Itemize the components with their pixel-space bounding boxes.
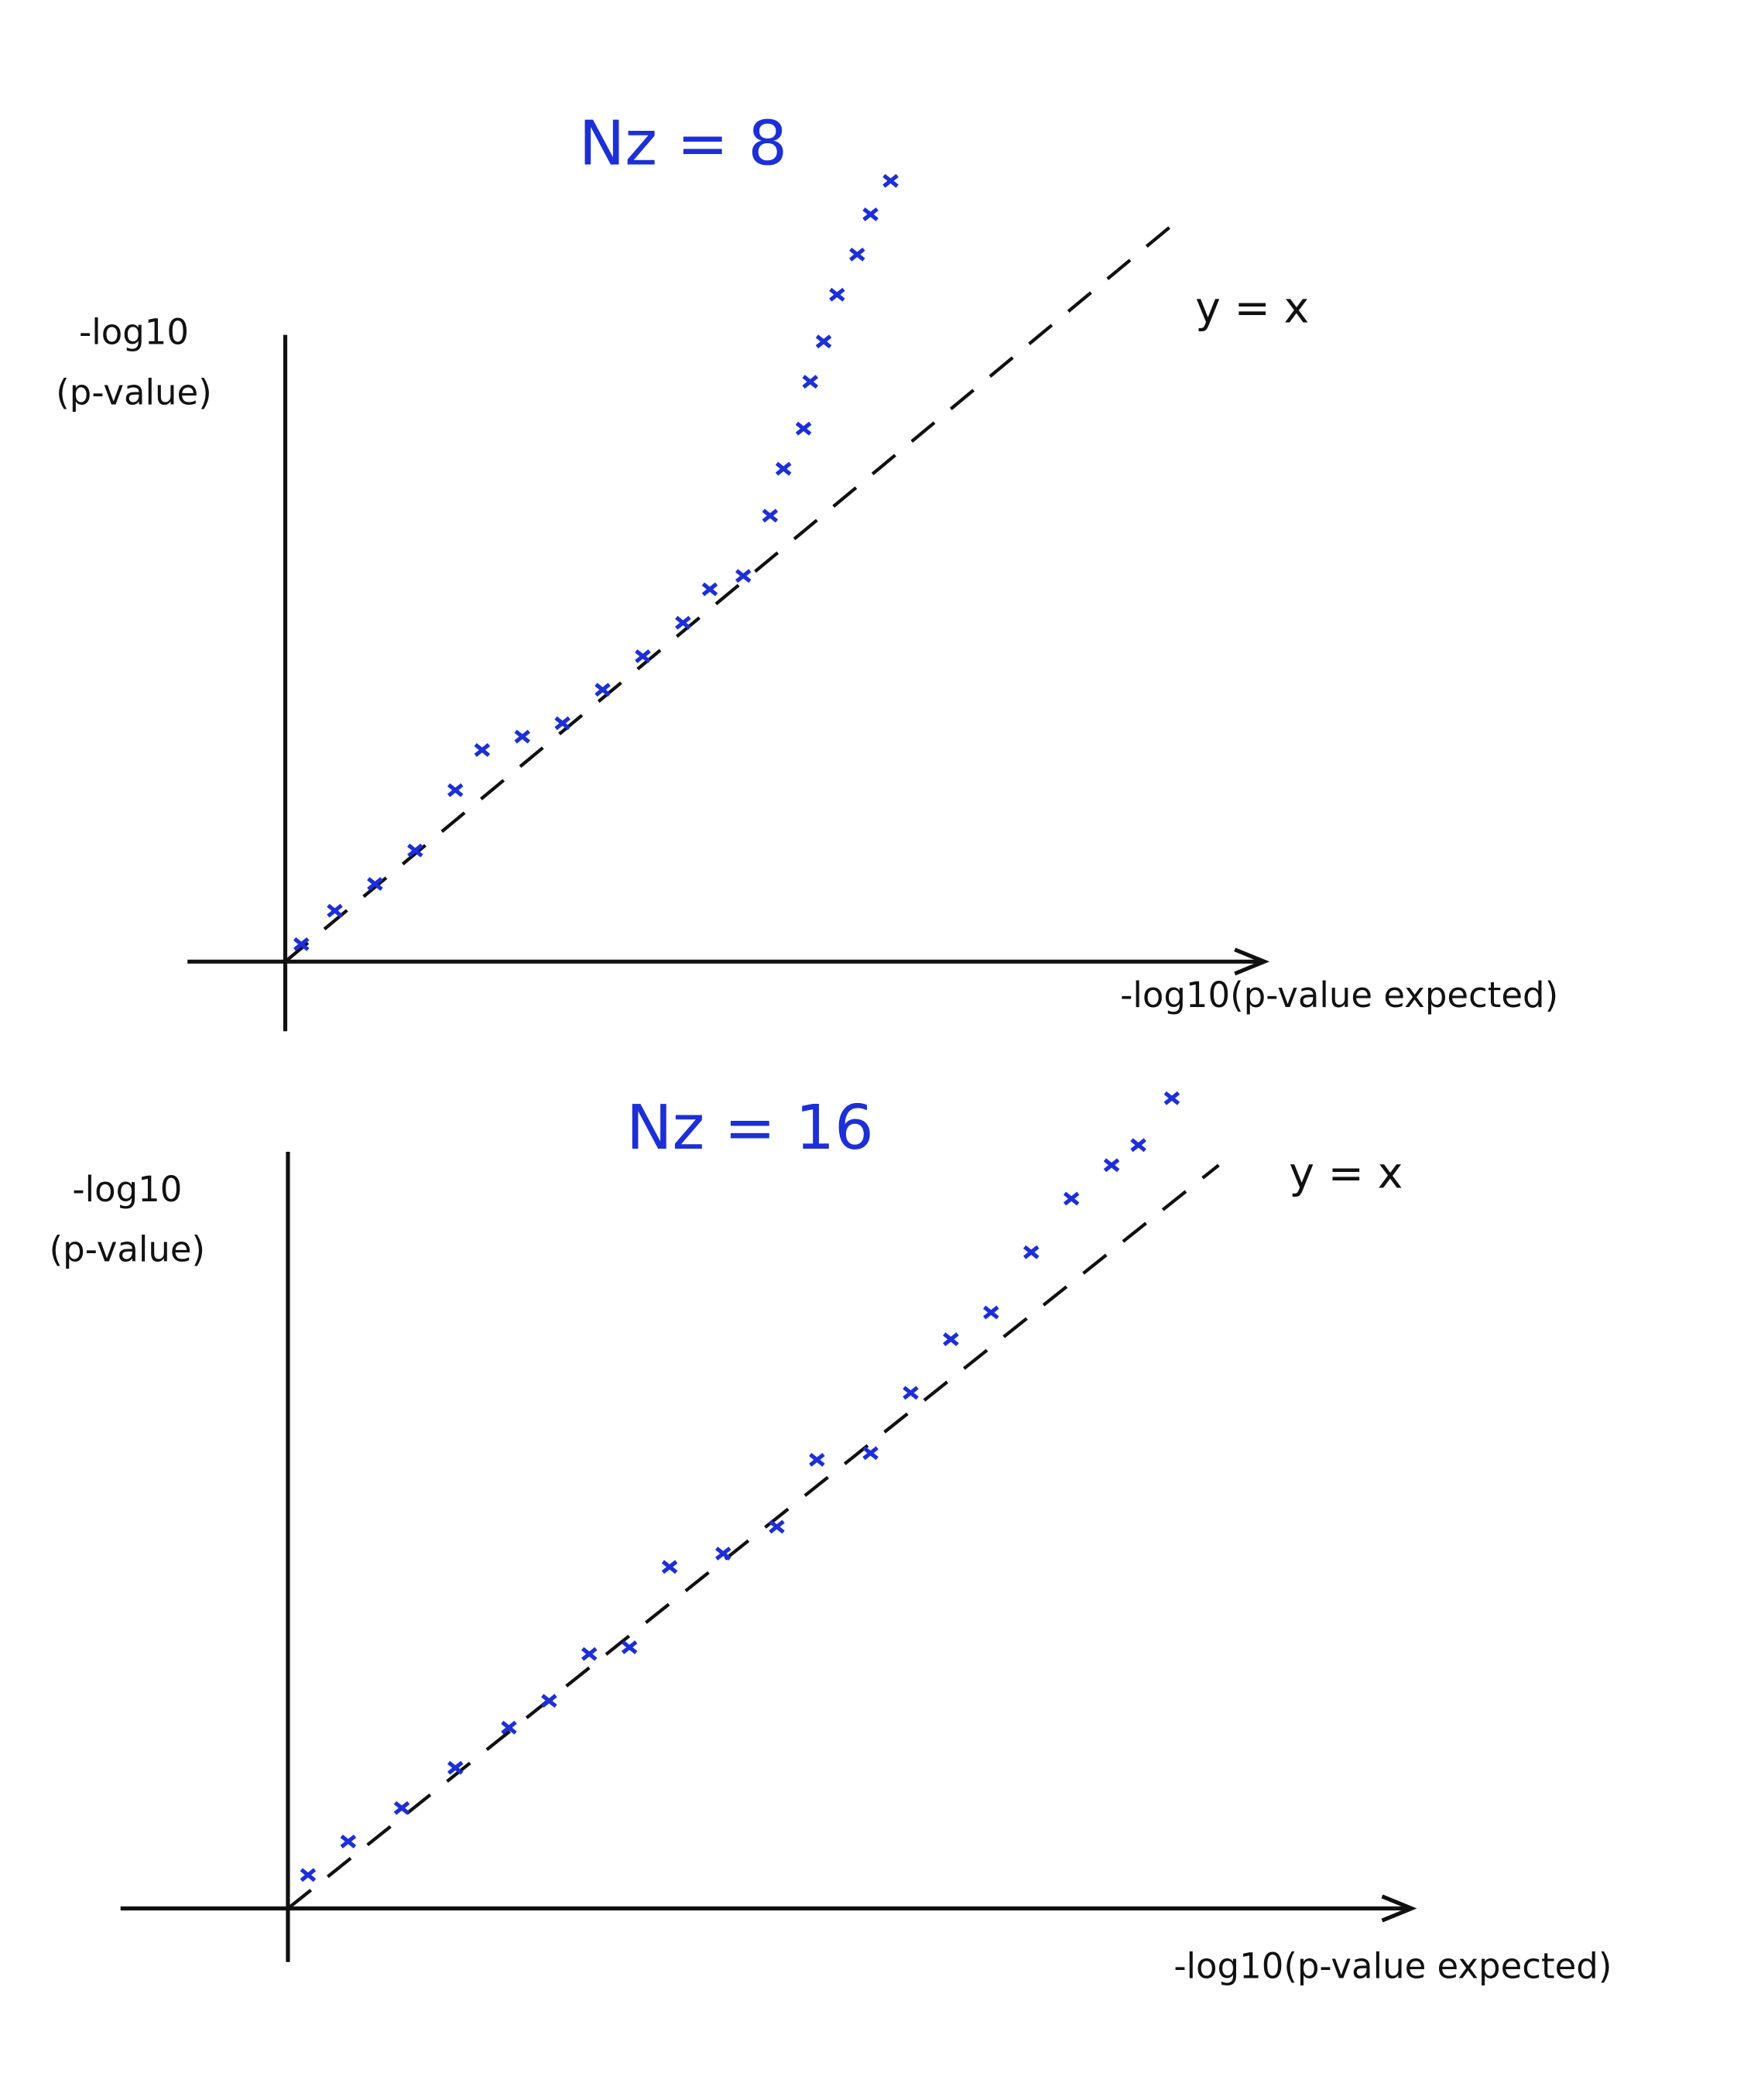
data-point [407, 843, 423, 858]
data-point [862, 1446, 879, 1461]
data-point [762, 509, 779, 523]
data-point [815, 334, 832, 349]
data-point [675, 615, 691, 630]
data-point [541, 1694, 557, 1708]
data-point [594, 683, 611, 697]
y-axis-label: -log10 [72, 1169, 182, 1210]
data-point [447, 1760, 464, 1775]
chart-title: Nz = 16 [626, 1091, 874, 1163]
data-point [501, 1721, 517, 1735]
data-point [367, 877, 383, 891]
data-point [983, 1305, 999, 1320]
data-point [802, 375, 819, 389]
data-point [795, 421, 812, 436]
chart-title: Nz = 8 [579, 107, 787, 179]
data-point [769, 1519, 785, 1534]
x-axis-arrow [1234, 947, 1270, 976]
reference-label: y = x [1289, 1149, 1403, 1198]
x-axis-label: -log10(p-value expected) [1120, 975, 1558, 1016]
data-point [735, 569, 752, 583]
data-point [340, 1835, 357, 1848]
reference-label: y = x [1195, 284, 1309, 334]
data-point [293, 937, 310, 951]
data-point [300, 1868, 317, 1882]
data-point [447, 783, 464, 797]
data-point [1103, 1158, 1120, 1173]
reference-line [284, 213, 1187, 963]
x-axis-arrow [1381, 1894, 1417, 1923]
data-point [829, 287, 845, 302]
y-axis-label: (p-value) [56, 372, 211, 413]
data-point [474, 743, 491, 757]
data-point [581, 1646, 598, 1661]
reference-line [286, 1163, 1220, 1910]
data-point [393, 1800, 410, 1815]
y-axis-label: -log10 [79, 312, 189, 353]
data-point [1130, 1138, 1146, 1153]
data-point [1163, 1091, 1180, 1105]
data-point [715, 1547, 731, 1560]
x-axis-label: -log10(p-value expected) [1173, 1945, 1612, 1986]
data-point [775, 461, 792, 476]
data-point [327, 903, 343, 918]
data-point [862, 207, 879, 221]
data-point [943, 1332, 959, 1347]
data-point [554, 716, 570, 731]
data-point [514, 729, 531, 744]
data-point [849, 247, 865, 262]
data-point [1023, 1245, 1040, 1259]
data-point [903, 1386, 919, 1400]
data-point [882, 173, 899, 188]
data-point [621, 1640, 638, 1655]
y-axis-label: (p-value) [50, 1229, 205, 1270]
data-point [635, 649, 651, 663]
data-point [809, 1452, 825, 1467]
data-point [701, 582, 718, 597]
data-point [1063, 1191, 1080, 1206]
data-point [661, 1560, 678, 1574]
